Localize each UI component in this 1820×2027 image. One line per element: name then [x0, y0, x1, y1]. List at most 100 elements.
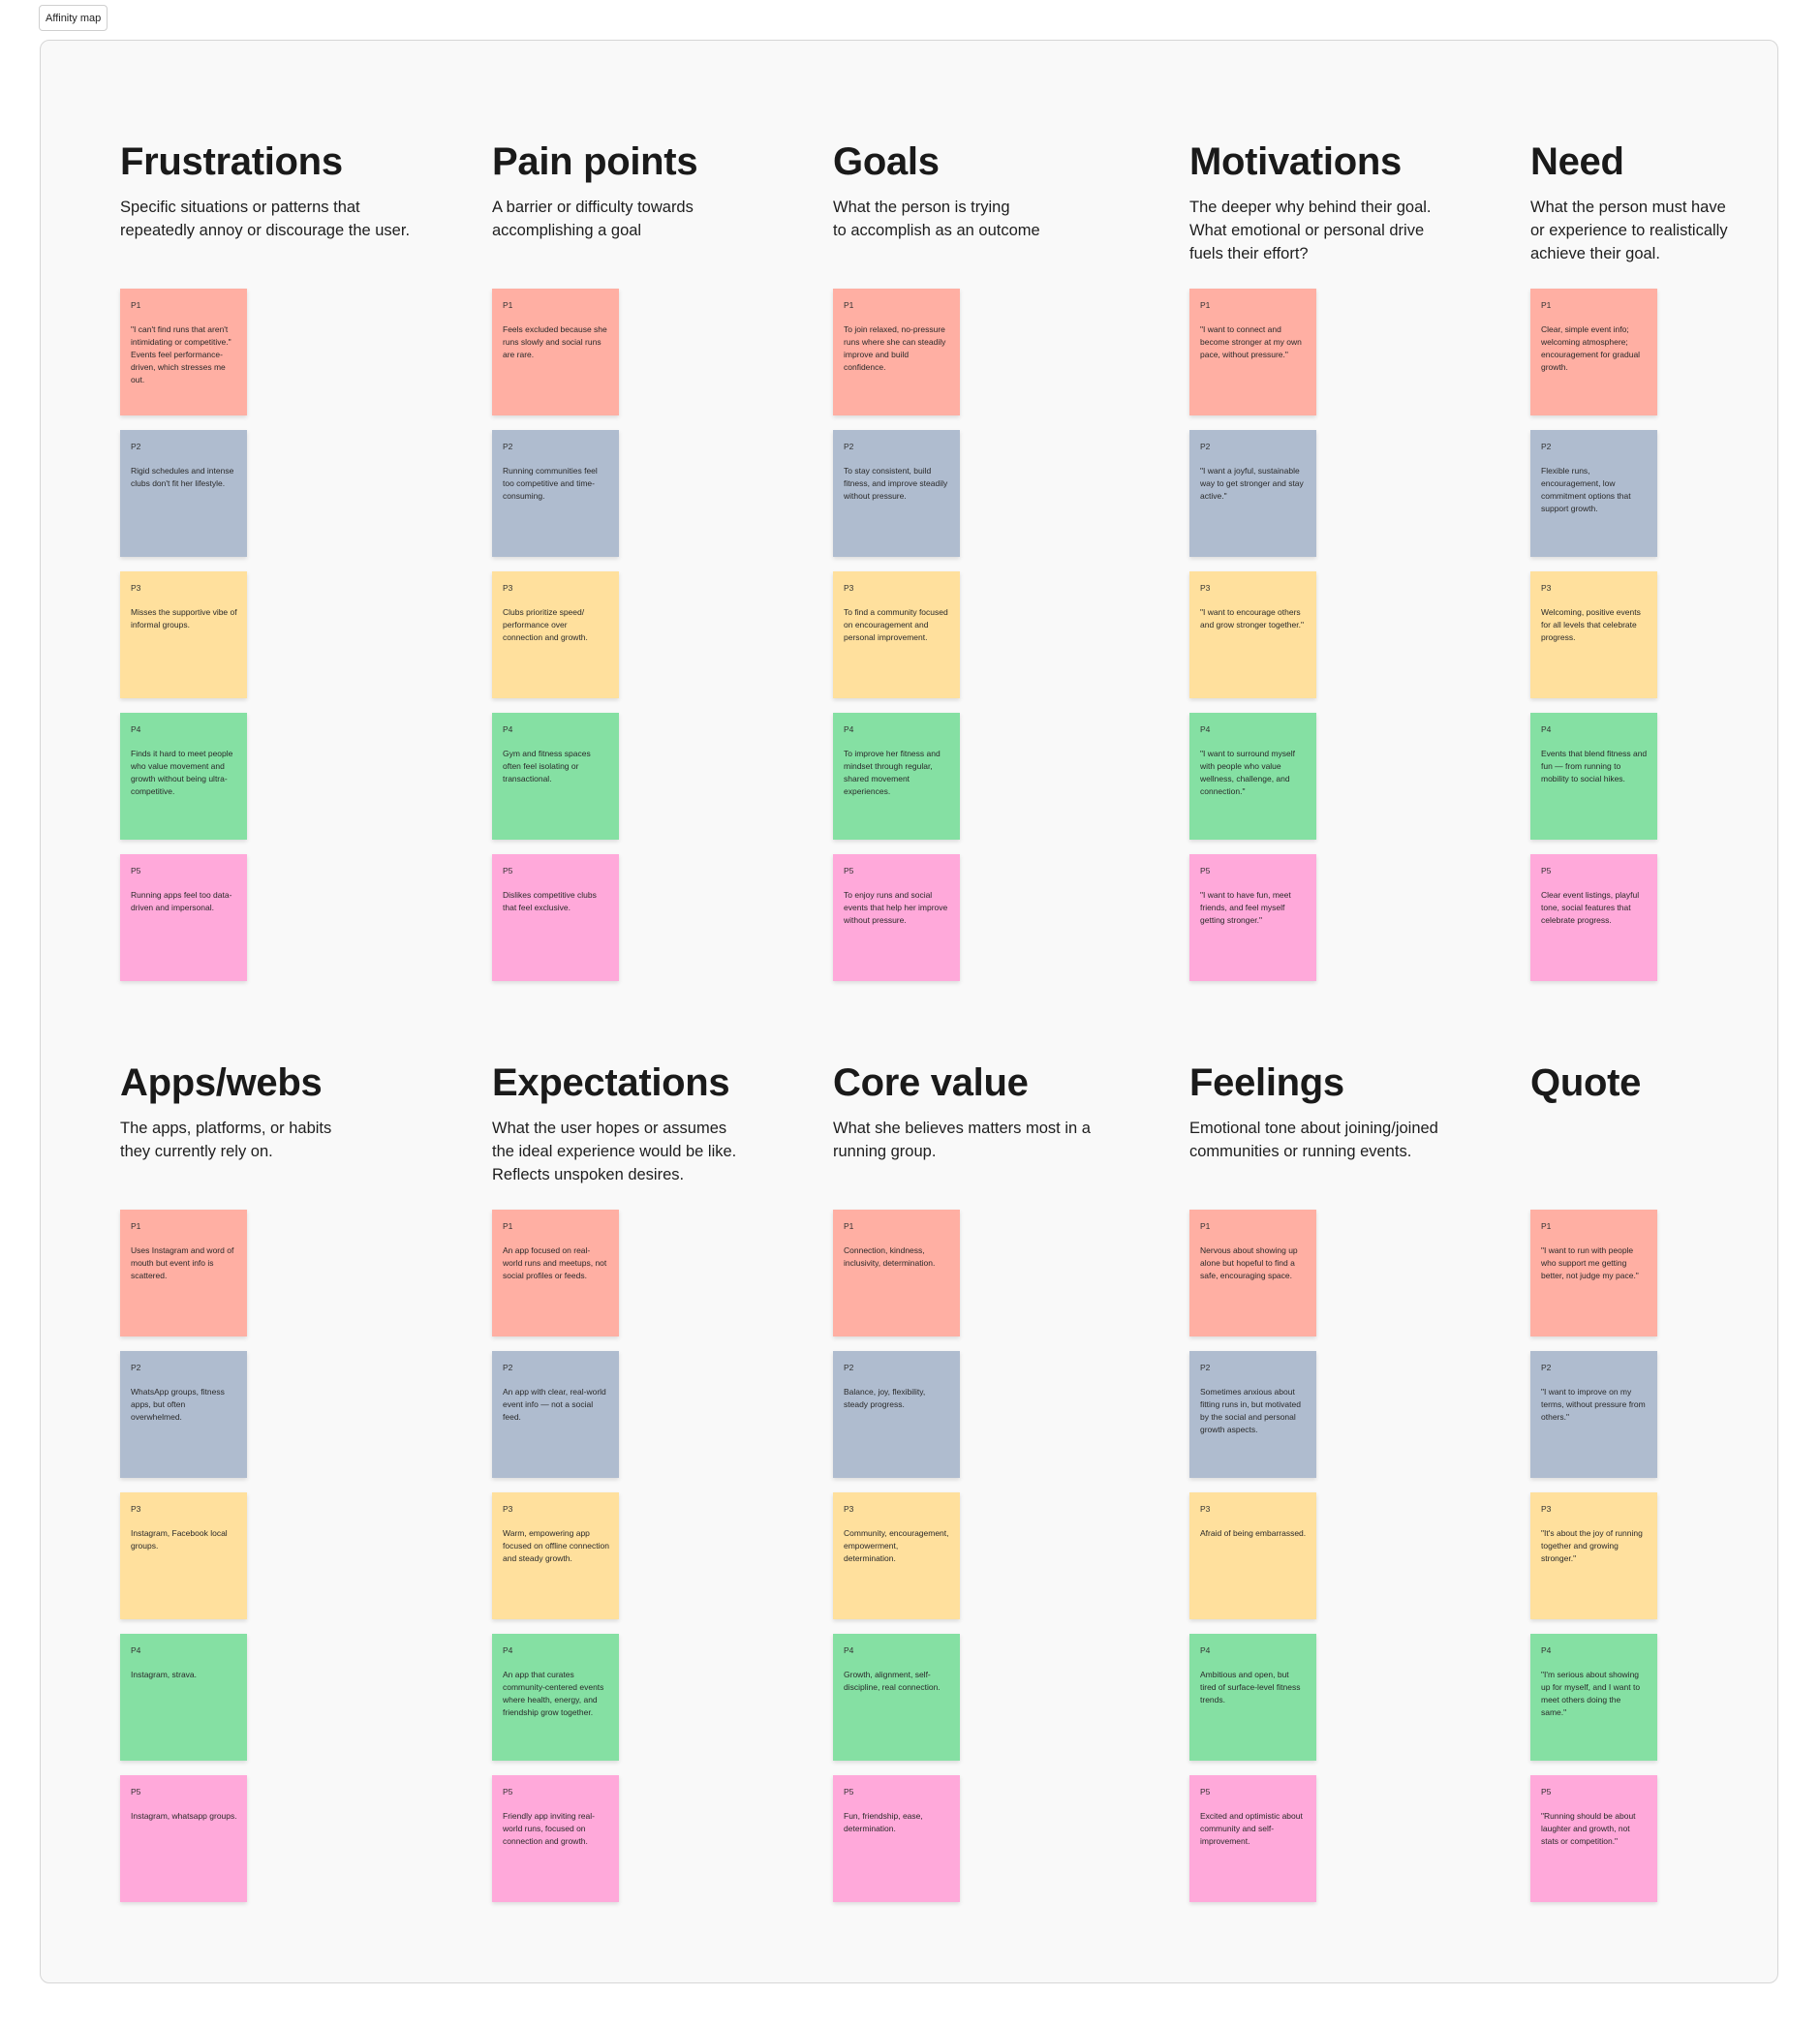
- sticky-note[interactable]: P3 Community, encouragement, empowerment,…: [833, 1492, 960, 1619]
- sticky-note[interactable]: P3 Welcoming, positive events for all lev…: [1530, 571, 1657, 698]
- note-text: Running apps feel too data-driven and im…: [131, 890, 232, 912]
- sticky-note[interactable]: P2 To stay consistent, build fitness, and…: [833, 430, 960, 557]
- column-title[interactable]: Motivations: [1189, 140, 1402, 183]
- participant-label: P1: [1541, 300, 1552, 310]
- note-text: "It's about the joy of running together …: [1541, 1528, 1643, 1563]
- participant-label: P4: [503, 724, 513, 734]
- sticky-note[interactable]: P2 Rigid schedules and intense clubs don'…: [120, 430, 247, 557]
- sticky-note[interactable]: P1 Clear, simple event info; welcoming at…: [1530, 289, 1657, 415]
- sticky-note[interactable]: P3 To find a community focused on encoura…: [833, 571, 960, 698]
- sticky-note[interactable]: P5 "Running should be about laughter and …: [1530, 1775, 1657, 1902]
- note-text: "I want to surround myself with people w…: [1200, 749, 1295, 796]
- sticky-note[interactable]: P3 Misses the supportive vibe of informal…: [120, 571, 247, 698]
- sticky-note[interactable]: P3 "I want to encourage others and grow s…: [1189, 571, 1316, 698]
- sticky-note[interactable]: P1 "I want to connect and become stronger…: [1189, 289, 1316, 415]
- sticky-note[interactable]: P5 To enjoy runs and social events that h…: [833, 854, 960, 981]
- sticky-note[interactable]: P2 "I want a joyful, sustainable way to g…: [1189, 430, 1316, 557]
- sticky-note[interactable]: P2 Sometimes anxious about fitting runs i…: [1189, 1351, 1316, 1478]
- note-text: "I want to encourage others and grow str…: [1200, 607, 1304, 630]
- sticky-note[interactable]: P4 To improve her fitness and mindset thr…: [833, 713, 960, 840]
- column-description[interactable]: What the user hopes or assumes the ideal…: [492, 1120, 737, 1183]
- sticky-note[interactable]: P3 Instagram, Facebook local groups.: [120, 1492, 247, 1619]
- column-core-value: Core value What she believes matters most…: [833, 1061, 1162, 1902]
- sticky-note[interactable]: P4 An app that curates community-centered…: [492, 1634, 619, 1761]
- column-title[interactable]: Need: [1530, 140, 1624, 183]
- sticky-note[interactable]: P4 Finds it hard to meet people who value…: [120, 713, 247, 840]
- sticky-note[interactable]: P5 Dislikes competitive clubs that feel e…: [492, 854, 619, 981]
- sticky-note[interactable]: P1 Feels excluded because she runs slowly…: [492, 289, 619, 415]
- participant-label: P3: [503, 583, 513, 593]
- column-title[interactable]: Quote: [1530, 1061, 1642, 1104]
- participant-label: P3: [1200, 1504, 1211, 1514]
- sticky-note[interactable]: P3 "It's about the joy of running togethe…: [1530, 1492, 1657, 1619]
- column-description[interactable]: What she believes matters most in a runn…: [833, 1120, 1091, 1160]
- note-text: To enjoy runs and social events that hel…: [844, 890, 948, 925]
- note-text: "I want to have fun, meet friends, and f…: [1200, 890, 1291, 925]
- note-text: Ambitious and open, but tired of surface…: [1200, 1670, 1301, 1705]
- note-text: Growth, alignment, self-discipline, real…: [844, 1670, 941, 1692]
- participant-label: P4: [1200, 724, 1211, 734]
- participant-label: P1: [1200, 300, 1211, 310]
- sticky-note[interactable]: P5 Fun, friendship, ease, determination.: [833, 1775, 960, 1902]
- participant-label: P2: [503, 442, 513, 451]
- column-description[interactable]: What the person is trying to accomplish …: [833, 199, 1040, 239]
- sticky-note[interactable]: P1 Connection, kindness, inclusivity, det…: [833, 1210, 960, 1336]
- column-title[interactable]: Expectations: [492, 1061, 730, 1104]
- column-description[interactable]: Specific situations or patterns that rep…: [120, 199, 411, 239]
- column-title[interactable]: Feelings: [1189, 1061, 1344, 1104]
- column-description[interactable]: A barrier or difficulty towards accompli…: [492, 199, 694, 239]
- sticky-note[interactable]: P1 Uses Instagram and word of mouth but e…: [120, 1210, 247, 1336]
- column-title[interactable]: Core value: [833, 1061, 1029, 1104]
- sticky-note[interactable]: P1 "I can't find runs that aren't intimid…: [120, 289, 247, 415]
- column-title[interactable]: Apps/webs: [120, 1061, 323, 1104]
- sticky-note[interactable]: P3 Warm, empowering app focused on offlin…: [492, 1492, 619, 1619]
- sticky-note[interactable]: P5 "I want to have fun, meet friends, and…: [1189, 854, 1316, 981]
- column-description[interactable]: What the person must have or experience …: [1530, 199, 1728, 262]
- sticky-note[interactable]: P5 Instagram, whatsapp groups.: [120, 1775, 247, 1902]
- column-frustrations: Frustrations Specific situations or patte…: [120, 140, 449, 981]
- note-text: Instagram, Facebook local groups.: [131, 1528, 228, 1551]
- sticky-note[interactable]: P1 An app focused on real-world runs and …: [492, 1210, 619, 1336]
- sticky-note[interactable]: P2 Balance, joy, flexibility, steady prog…: [833, 1351, 960, 1478]
- sticky-note[interactable]: P4 Growth, alignment, self-discipline, re…: [833, 1634, 960, 1761]
- column-pain-points: Pain points A barrier or difficulty towar…: [492, 140, 821, 981]
- column-title[interactable]: Goals: [833, 140, 940, 183]
- sticky-note[interactable]: P1 To join relaxed, no-pressure runs wher…: [833, 289, 960, 415]
- sticky-note[interactable]: P5 Clear event listings, playful tone, so…: [1530, 854, 1657, 981]
- note-text: "Running should be about laughter and gr…: [1541, 1811, 1636, 1846]
- note-text: Flexible runs, encouragement, low commit…: [1541, 466, 1631, 513]
- sticky-note[interactable]: P5 Excited and optimistic about community…: [1189, 1775, 1316, 1902]
- sticky-note[interactable]: P4 "I'm serious about showing up for myse…: [1530, 1634, 1657, 1761]
- sticky-note[interactable]: P1 Nervous about showing up alone but hop…: [1189, 1210, 1316, 1336]
- sticky-note[interactable]: P1 "I want to run with people who support…: [1530, 1210, 1657, 1336]
- sticky-note[interactable]: P4 Gym and fitness spaces often feel isol…: [492, 713, 619, 840]
- column-title[interactable]: Pain points: [492, 140, 698, 183]
- sticky-note[interactable]: P4 Ambitious and open, but tired of surfa…: [1189, 1634, 1316, 1761]
- frame-label[interactable]: Affinity map: [39, 5, 108, 31]
- column-description[interactable]: Emotional tone about joining/joined comm…: [1189, 1120, 1438, 1160]
- sticky-note[interactable]: P5 Running apps feel too data-driven and …: [120, 854, 247, 981]
- sticky-note[interactable]: P3 Clubs prioritize speed/ performance ov…: [492, 571, 619, 698]
- note-text: Welcoming, positive events for all level…: [1541, 607, 1641, 642]
- note-text: WhatsApp groups, fitness apps, but often…: [131, 1387, 225, 1422]
- column-need: Need What the person must have or experie…: [1530, 140, 1820, 981]
- sticky-note[interactable]: P2 Flexible runs, encouragement, low comm…: [1530, 430, 1657, 557]
- participant-label: P2: [844, 442, 854, 451]
- sticky-note[interactable]: P5 Friendly app inviting real-world runs,…: [492, 1775, 619, 1902]
- column-description[interactable]: The apps, platforms, or habits they curr…: [120, 1120, 332, 1160]
- sticky-note[interactable]: P3 Afraid of being embarrassed.: [1189, 1492, 1316, 1619]
- column-title[interactable]: Frustrations: [120, 140, 343, 183]
- sticky-note[interactable]: P4 Instagram, strava.: [120, 1634, 247, 1761]
- sticky-note[interactable]: P4 "I want to surround myself with people…: [1189, 713, 1316, 840]
- participant-label: P3: [131, 583, 141, 593]
- column-description[interactable]: The deeper why behind their goal. What e…: [1189, 199, 1432, 262]
- participant-label: P3: [1541, 583, 1552, 593]
- sticky-note[interactable]: P2 WhatsApp groups, fitness apps, but oft…: [120, 1351, 247, 1478]
- column-goals: Goals What the person is trying to accomp…: [833, 140, 1162, 981]
- sticky-note[interactable]: P2 "I want to improve on my terms, withou…: [1530, 1351, 1657, 1478]
- note-text: Warm, empowering app focused on offline …: [503, 1528, 609, 1563]
- sticky-note[interactable]: P4 Events that blend fitness and fun — fr…: [1530, 713, 1657, 840]
- sticky-note[interactable]: P2 Running communities feel too competiti…: [492, 430, 619, 557]
- sticky-note[interactable]: P2 An app with clear, real-world event in…: [492, 1351, 619, 1478]
- participant-label: P5: [1200, 866, 1211, 875]
